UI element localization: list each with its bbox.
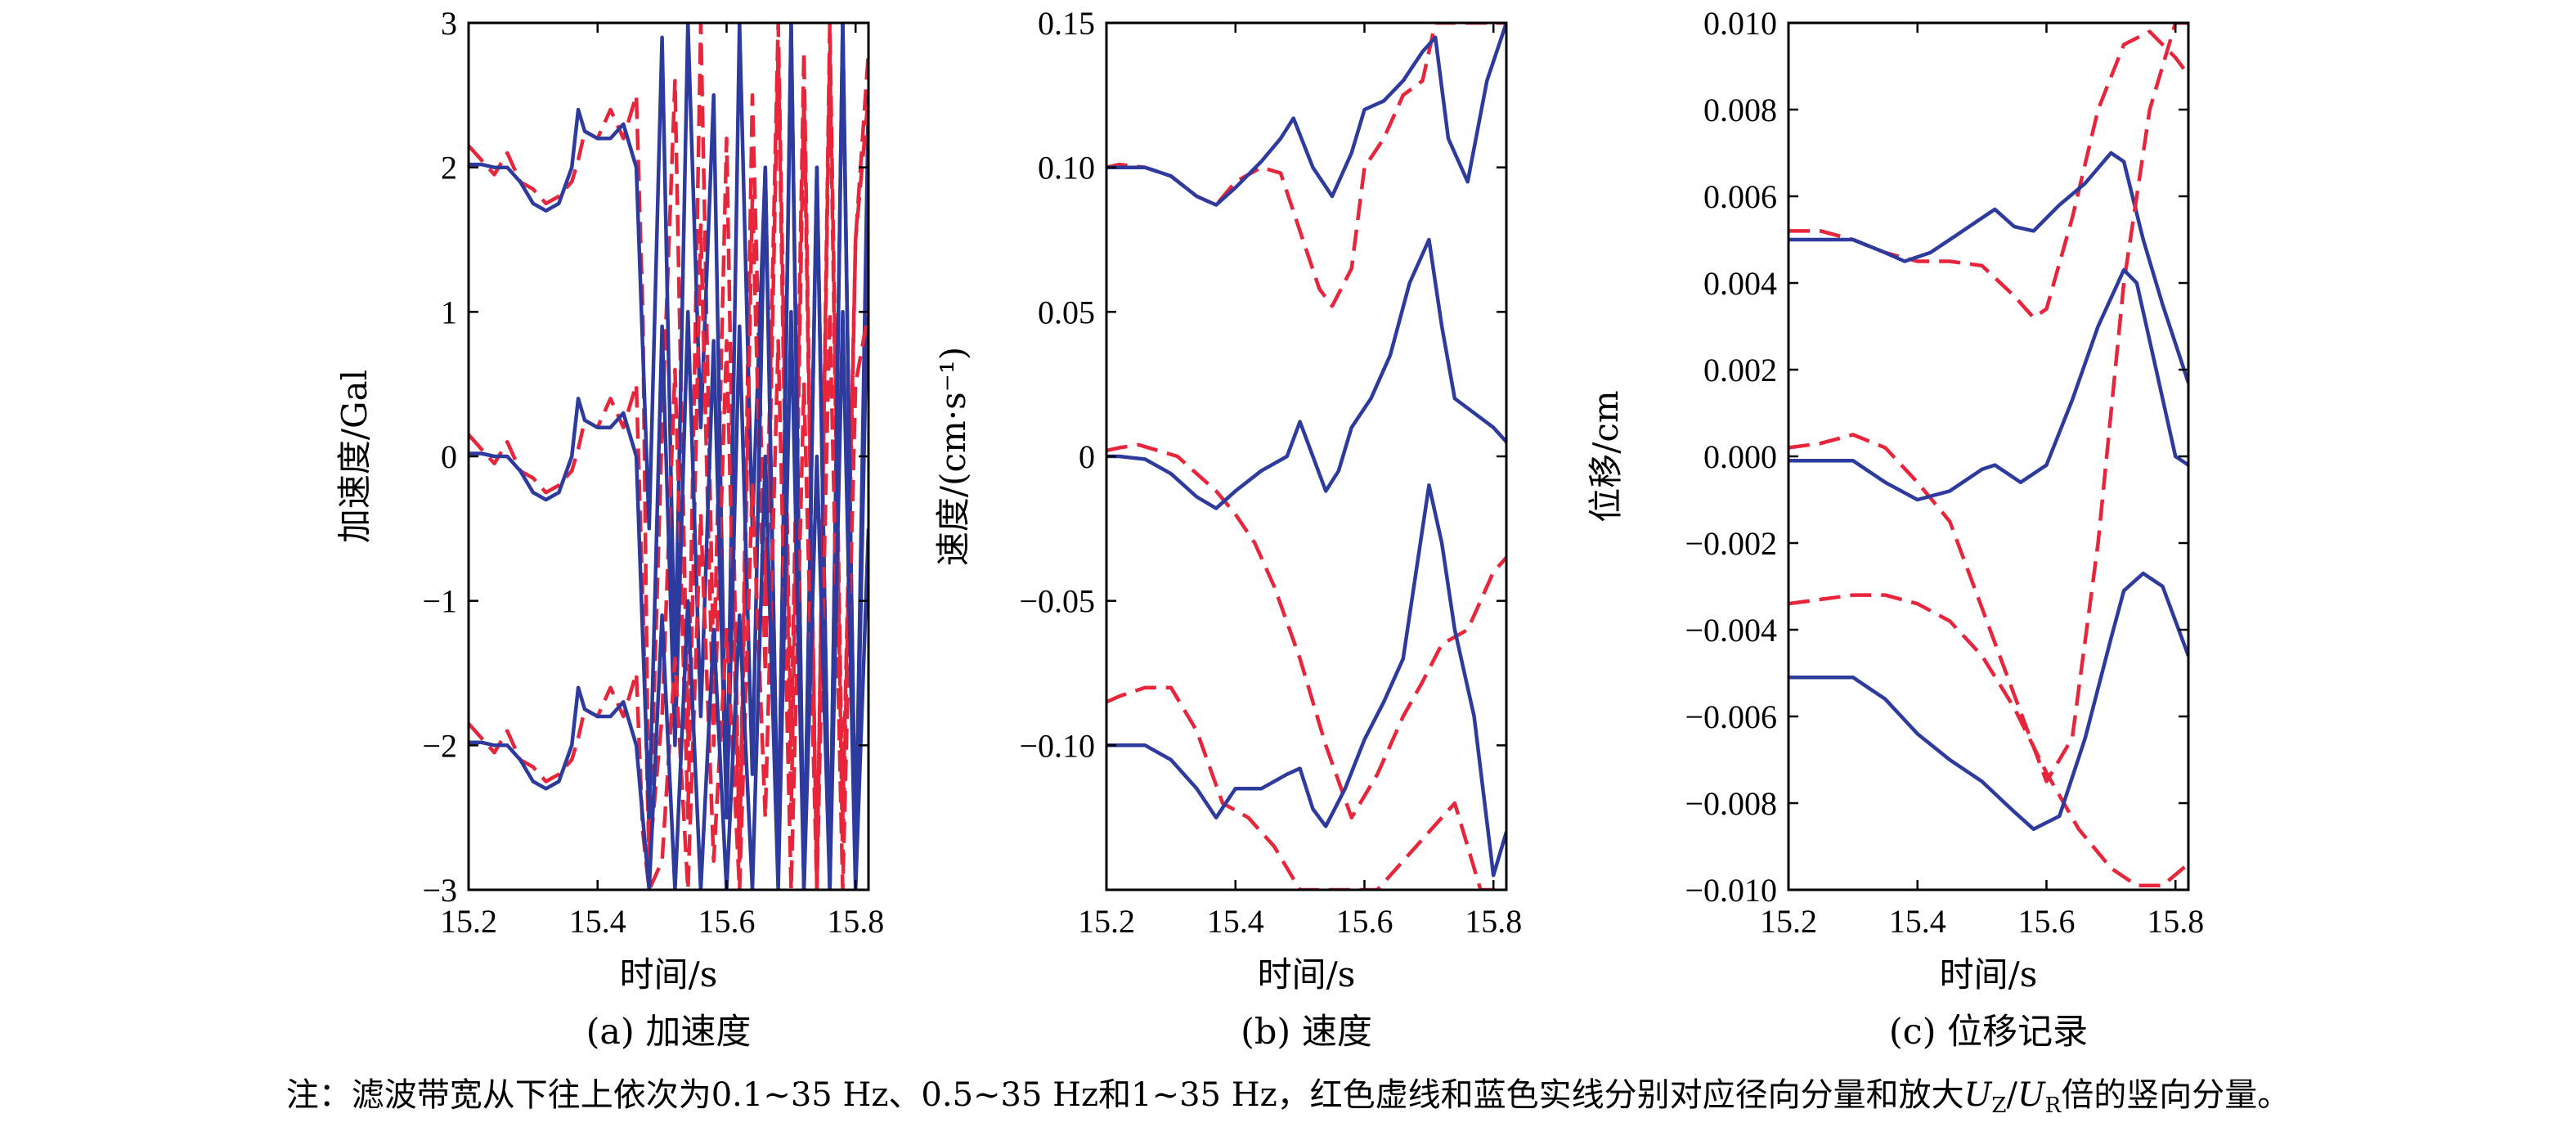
y-tick-label: 0.006 <box>1703 178 1777 215</box>
x-tick-label: 15.2 <box>440 903 497 940</box>
x-tick-label: 15.6 <box>1335 903 1393 940</box>
x-tick-label: 15.4 <box>1889 903 1946 940</box>
vertical-series-line-6 <box>1788 571 2188 832</box>
x-axis-label: 时间/s <box>1940 954 2038 995</box>
radial-series-line-5 <box>1788 593 2188 887</box>
footnote: 注：滤波带宽从下往上依次为0.1~35 Hz、0.5~35 Hz和1~35 Hz… <box>286 1076 2291 1118</box>
x-axis-label: 时间/s <box>1258 954 1356 995</box>
y-tick-label: −1 <box>422 583 457 620</box>
footnote-u-z: U <box>1964 1076 1993 1114</box>
y-axis-label: 位移/cm <box>1586 390 1626 523</box>
x-tick-label: 15.4 <box>1207 903 1264 940</box>
footnote-u-r: U <box>2017 1076 2046 1114</box>
chart-panel-3: 15.2 15.4 15.6 15.8 −0.010 −0.008 −0.006 −0.004… <box>1586 5 2204 1053</box>
series-group <box>1788 23 2188 887</box>
x-tick-label: 15.8 <box>1465 903 1522 940</box>
x-tick-label: 15.4 <box>569 903 626 940</box>
y-tick-label: −0.006 <box>1685 698 1777 735</box>
vertical-series-line-2 <box>1106 23 1506 207</box>
y-tick-label: 3 <box>441 5 457 42</box>
y-tick-label: 0.000 <box>1703 438 1777 475</box>
x-tick-label: 15.2 <box>1760 903 1817 940</box>
y-tick-label: −0.002 <box>1685 525 1777 562</box>
y-tick-label: 0 <box>441 438 457 475</box>
radial-series-line-1 <box>1106 23 1506 308</box>
x-tick-label: 15.8 <box>827 903 884 940</box>
vertical-series-line-2 <box>1788 150 2188 384</box>
footnote-sub-z: Z <box>1991 1093 2006 1118</box>
y-tick-label: 0.002 <box>1703 352 1777 388</box>
vertical-series-line-6 <box>1106 483 1506 878</box>
y-axis-label: 速度/(cm·s⁻¹) <box>933 347 973 566</box>
plot-frame <box>1787 21 2190 891</box>
y-tick-label: 0.15 <box>1038 5 1095 42</box>
y-tick-label: −3 <box>422 872 457 909</box>
y-tick-label: −2 <box>422 727 457 764</box>
radial-series-line-5 <box>1106 685 1506 890</box>
vertical-series-line-4 <box>1106 237 1506 510</box>
radial-series-line-5 <box>469 310 868 890</box>
x-axis-label: 时间/s <box>620 954 718 995</box>
y-tick-label: 1 <box>441 294 457 330</box>
y-axis-label: 加速度/Gal <box>334 370 375 543</box>
radial-series-line-3 <box>1788 23 2188 784</box>
y-tick-label: 2 <box>441 150 457 186</box>
footnote-suffix: 倍的竖向分量。 <box>2061 1076 2290 1114</box>
footnote-prefix: 注：滤波带宽从下往上依次为0.1~35 Hz、0.5~35 Hz和1~35 Hz… <box>286 1076 1964 1114</box>
y-tick-label: −0.008 <box>1685 785 1777 822</box>
y-tick-label: 0.004 <box>1703 265 1777 302</box>
y-tick-label: −0.05 <box>1019 583 1095 620</box>
vertical-series-line-6 <box>469 310 868 890</box>
y-tick-label: −0.010 <box>1685 872 1777 909</box>
panel-caption: (b) 速度 <box>1241 1012 1372 1053</box>
y-tick-label: 0 <box>1079 438 1095 475</box>
x-tick-label: 15.8 <box>2147 903 2204 940</box>
footnote-slash: / <box>2006 1076 2017 1114</box>
y-tick-label: 0.010 <box>1703 5 1777 42</box>
y-tick-label: 0.008 <box>1703 92 1777 128</box>
radial-series-line-3 <box>1106 442 1506 819</box>
x-tick-label: 15.6 <box>2017 903 2075 940</box>
y-tick-label: 0.05 <box>1038 294 1095 330</box>
x-tick-label: 15.2 <box>1078 903 1135 940</box>
series-group <box>1106 23 1506 890</box>
vertical-series-line-4 <box>1788 267 2188 502</box>
panel-caption: (a) 加速度 <box>586 1012 752 1053</box>
panel-caption: (c) 位移记录 <box>1889 1012 2088 1053</box>
footnote-sub-r: R <box>2045 1093 2062 1118</box>
y-tick-label: −0.004 <box>1685 612 1777 649</box>
y-tick-label: −0.10 <box>1019 727 1095 764</box>
chart-panel-2: 15.2 15.4 15.6 15.8 −0.10 −0.05 0 0.05 0.10 0.15 时… <box>933 5 1522 1053</box>
series-group <box>469 23 868 890</box>
x-tick-label: 15.6 <box>698 903 755 940</box>
chart-panel-1: 15.2 15.4 15.6 15.8 −3 −2 −1 0 1 2 3 时间/s 加速度/Gal (a)… <box>334 5 884 1053</box>
y-tick-label: 0.10 <box>1038 150 1095 186</box>
